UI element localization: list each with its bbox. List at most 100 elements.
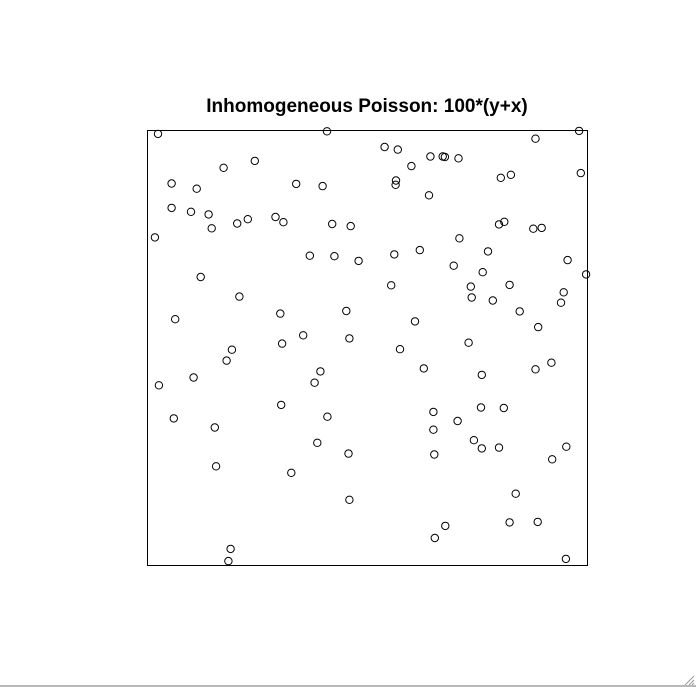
plot-frame <box>147 130 588 566</box>
scatter-point <box>316 367 325 376</box>
resize-grip-icon[interactable] <box>683 674 695 686</box>
scatter-point <box>393 145 402 154</box>
scatter-point <box>494 443 504 452</box>
scatter-point <box>222 356 231 365</box>
scatter-point <box>204 210 213 219</box>
scatter-point <box>390 250 399 259</box>
scatter-point <box>537 223 546 233</box>
scatter-point <box>391 176 401 185</box>
scatter-point <box>534 322 543 332</box>
scatter-point <box>464 338 473 347</box>
points-layer <box>150 126 591 566</box>
scatter-point <box>387 281 396 290</box>
scatter-point <box>506 170 516 180</box>
scatter-point <box>196 272 205 282</box>
scatter-point <box>167 179 176 188</box>
scatter-point <box>410 317 420 326</box>
scatter-point <box>467 293 476 302</box>
scatter-point <box>466 282 475 291</box>
scatter-point <box>426 152 435 161</box>
scatter-point <box>318 181 327 191</box>
scatter-point <box>154 381 164 390</box>
scatter-point <box>271 212 280 222</box>
scatter-point <box>192 184 201 193</box>
scatter-point <box>533 517 542 527</box>
scatter-point <box>344 449 353 458</box>
scatter-point <box>391 180 400 190</box>
scatter-point <box>563 255 572 265</box>
scatter-point <box>548 455 557 464</box>
scatter-point <box>189 373 198 382</box>
scatter-point <box>250 156 260 166</box>
scatter-point <box>224 556 233 566</box>
scatter-point <box>559 288 568 297</box>
scatter-point <box>277 339 287 348</box>
scatter-point <box>453 416 462 426</box>
scatter-point <box>529 224 538 233</box>
chart-title: Inhomogeneous Poisson: 100*(y+x) <box>206 96 528 117</box>
scatter-point <box>488 296 497 305</box>
scatter-point <box>342 306 351 316</box>
scatter-point <box>395 345 405 354</box>
scatter-point <box>380 142 389 152</box>
scatter-point <box>511 489 520 498</box>
scatter-point <box>292 179 301 189</box>
scatter-point <box>561 554 571 564</box>
scatter-point <box>455 234 464 243</box>
scatter-point <box>496 173 505 183</box>
scatter-point <box>279 218 288 227</box>
scatter-point <box>150 233 160 242</box>
scatter-point <box>210 423 220 432</box>
scatter-point <box>323 412 332 421</box>
scatter-point <box>345 495 354 504</box>
scatter-point <box>243 215 253 224</box>
scatter-point <box>207 224 216 233</box>
scatter-point <box>500 217 509 227</box>
scatter-point <box>328 219 337 229</box>
scatter-point <box>407 161 416 171</box>
scatter-point <box>576 168 585 178</box>
scatter-point <box>346 221 355 231</box>
scatter-point <box>494 220 504 229</box>
scatter-point <box>441 521 450 531</box>
scatter-point <box>313 438 322 447</box>
scatter-point <box>574 126 584 136</box>
scatter-point <box>424 191 434 200</box>
scatter-point <box>477 370 486 380</box>
scatter-point <box>171 315 180 324</box>
scatter-point <box>277 400 286 410</box>
scatter-point <box>429 425 438 434</box>
scatter-point <box>167 203 176 213</box>
scatter-point <box>186 207 196 217</box>
scatter-point <box>429 407 438 417</box>
scatter-point <box>477 444 486 453</box>
scatter-point <box>505 518 514 527</box>
scatter-point <box>478 268 487 277</box>
scatter-point <box>310 378 319 387</box>
scatter-point <box>153 129 163 139</box>
scatter-point <box>581 270 591 279</box>
scatter-point <box>531 134 540 143</box>
scatter-point <box>476 403 486 412</box>
window-bottom-border <box>0 685 696 687</box>
scatter-point <box>305 251 314 260</box>
scatter-point <box>531 365 540 374</box>
scatter-point <box>556 298 566 307</box>
scatter-point <box>419 364 428 373</box>
scatter-point <box>469 436 479 445</box>
scatter-point <box>299 331 308 340</box>
scatter-point <box>430 450 439 459</box>
scatter-point <box>354 256 363 266</box>
scatter-point <box>235 292 244 301</box>
scatter-point <box>449 261 458 270</box>
scatter-point <box>322 127 332 136</box>
scatter-point <box>276 309 285 318</box>
scatter-point <box>547 358 556 367</box>
scatter-point <box>562 442 571 451</box>
scatter-point <box>287 468 296 477</box>
scatter-point <box>169 414 179 423</box>
scatter-point <box>211 462 221 471</box>
scatter-point <box>226 544 235 554</box>
scatter-point <box>415 245 424 255</box>
